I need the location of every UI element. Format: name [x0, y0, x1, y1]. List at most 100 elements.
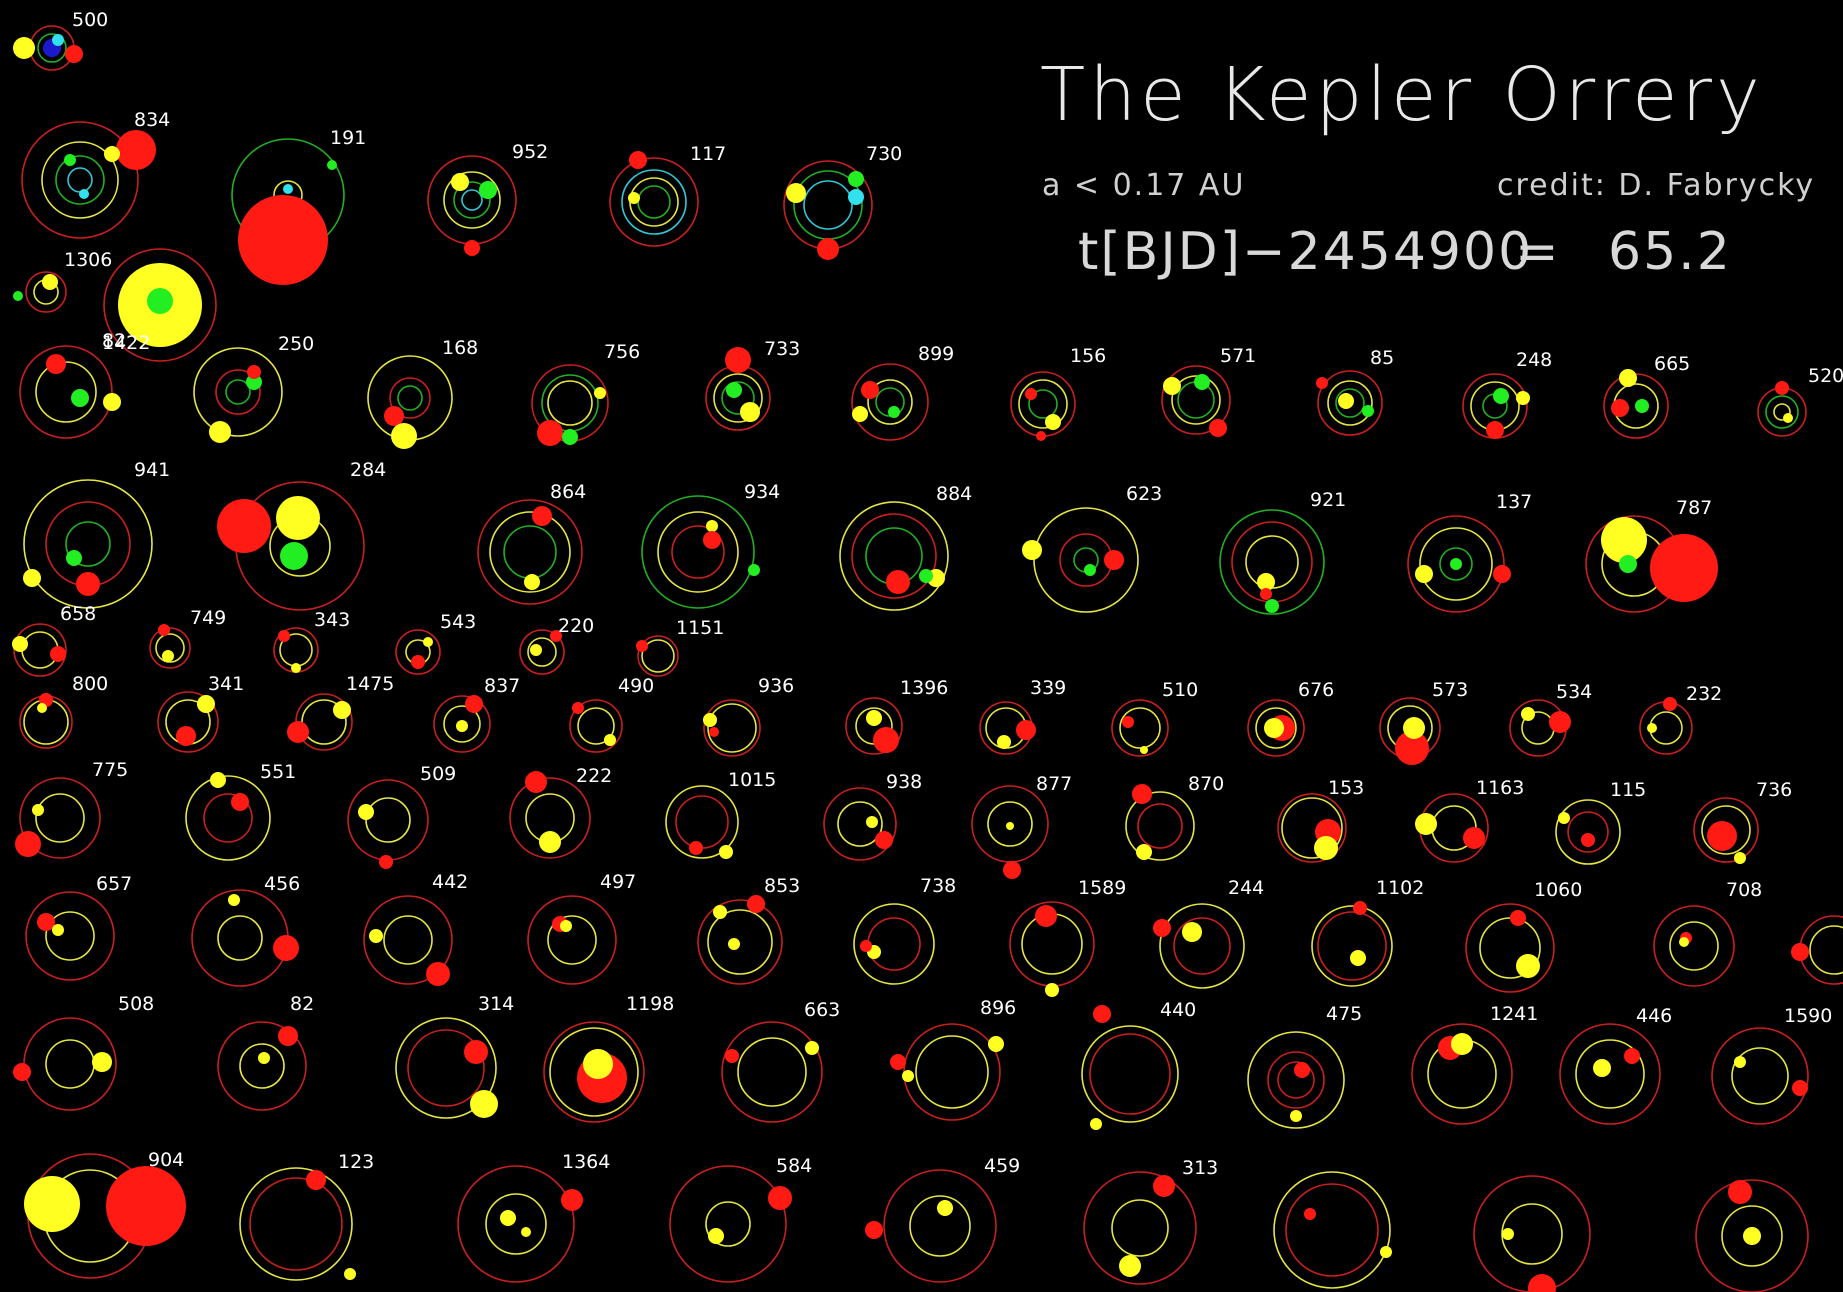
- planet: [479, 181, 497, 199]
- planetary-system: 82: [102, 248, 217, 362]
- planet: [708, 1228, 724, 1244]
- planetary-system: [1273, 1171, 1392, 1289]
- planet: [1415, 813, 1437, 835]
- system-label: 853: [764, 875, 800, 897]
- orbit-ring: [203, 793, 253, 843]
- planetary-system: 343: [273, 609, 350, 673]
- system-label: 896: [980, 997, 1016, 1019]
- system-label: 339: [1030, 677, 1066, 699]
- system-label: 934: [744, 481, 780, 503]
- orbit-ring: [383, 915, 433, 965]
- orbit-ring: [239, 1043, 285, 1089]
- time-equals: =: [1515, 222, 1561, 282]
- orbit-ring: [217, 915, 263, 961]
- planetary-system: 520: [1757, 365, 1843, 437]
- orbit-ring: [395, 629, 441, 675]
- planet: [333, 701, 351, 719]
- system-label: 749: [190, 607, 226, 629]
- orbit-ring: [823, 787, 897, 861]
- planet: [1791, 943, 1809, 961]
- planet: [1510, 910, 1526, 926]
- planet: [1549, 711, 1571, 733]
- orbit-ring: [45, 1039, 95, 1089]
- orbit-ring: [65, 521, 111, 567]
- orbit-ring: [19, 345, 113, 439]
- orbit-ring: [669, 1165, 787, 1283]
- orbit-ring: [1559, 1023, 1661, 1125]
- planetary-system: 115: [1555, 779, 1646, 865]
- planet: [1119, 1255, 1141, 1277]
- planetary-system: 1590: [1711, 1005, 1832, 1125]
- orbit-ring: [1033, 507, 1139, 613]
- orbit-ring: [657, 511, 739, 593]
- planet: [64, 154, 76, 166]
- planet: [997, 735, 1011, 749]
- planet: [13, 1063, 31, 1081]
- orbit-ring: [23, 479, 153, 609]
- orbit-ring: [1255, 707, 1297, 749]
- planet: [379, 855, 393, 869]
- planet: [1362, 405, 1374, 417]
- planet: [1493, 388, 1509, 404]
- planet: [238, 195, 328, 285]
- orbit-ring: [721, 381, 755, 415]
- planet: [1264, 718, 1284, 738]
- planet: [1775, 381, 1789, 395]
- orbit-ring: [527, 895, 617, 985]
- system-label: 341: [208, 673, 244, 695]
- planetary-system: 571: [1161, 345, 1256, 437]
- planet: [583, 1049, 613, 1079]
- orbit-ring: [569, 699, 623, 753]
- planet: [532, 506, 552, 526]
- system-label: 738: [920, 875, 956, 897]
- planetary-system: 510: [1111, 679, 1198, 757]
- orbit-ring: [707, 703, 757, 753]
- planetary-system: 85: [1316, 347, 1394, 436]
- system-label: 500: [72, 9, 108, 31]
- system-label: 520: [1808, 365, 1843, 387]
- planetary-system: 834: [21, 109, 170, 239]
- orbit-ring: [25, 891, 115, 981]
- planetary-system: 1015: [665, 769, 776, 859]
- planet: [572, 702, 584, 714]
- planet: [42, 274, 58, 290]
- orbit-ring: [35, 361, 97, 423]
- orbit-ring: [621, 169, 687, 235]
- planet: [1182, 922, 1202, 942]
- planetary-system: 1475: [287, 673, 394, 751]
- planet: [725, 1049, 739, 1063]
- system-label: 1198: [626, 993, 674, 1015]
- planet: [719, 845, 733, 859]
- system-label: 82: [290, 993, 314, 1015]
- planet: [689, 841, 703, 855]
- planet: [629, 151, 647, 169]
- system-label: 82: [102, 330, 126, 352]
- system-label: 733: [764, 338, 800, 360]
- planetary-system: 284: [217, 459, 386, 611]
- planet: [228, 894, 240, 906]
- system-label: 921: [1310, 489, 1346, 511]
- planet: [562, 429, 578, 445]
- orbit-ring: [547, 915, 597, 965]
- planet: [1647, 723, 1657, 733]
- planetary-system: 800: [19, 673, 108, 749]
- orbit-ring: [1695, 1179, 1809, 1292]
- planet: [706, 520, 718, 532]
- system-label: 800: [72, 673, 108, 695]
- planetary-system: 884: [839, 483, 972, 611]
- credit-text: credit: D. Fabrycky: [1497, 168, 1816, 203]
- planet: [525, 771, 547, 793]
- planet: [1194, 374, 1210, 390]
- orbit-ring: [37, 33, 67, 63]
- time-label: t[BJD]−2454900: [1078, 222, 1534, 282]
- orbit-ring: [477, 499, 583, 605]
- planet: [1593, 1059, 1611, 1077]
- planet: [71, 389, 89, 407]
- system-label: 343: [314, 609, 350, 631]
- system-label: 1364: [562, 1151, 610, 1173]
- planet: [1304, 1208, 1316, 1220]
- orbit-ring: [239, 1167, 353, 1281]
- system-label: 870: [1188, 773, 1224, 795]
- planetary-system: [1473, 1175, 1591, 1292]
- system-label: 573: [1432, 679, 1468, 701]
